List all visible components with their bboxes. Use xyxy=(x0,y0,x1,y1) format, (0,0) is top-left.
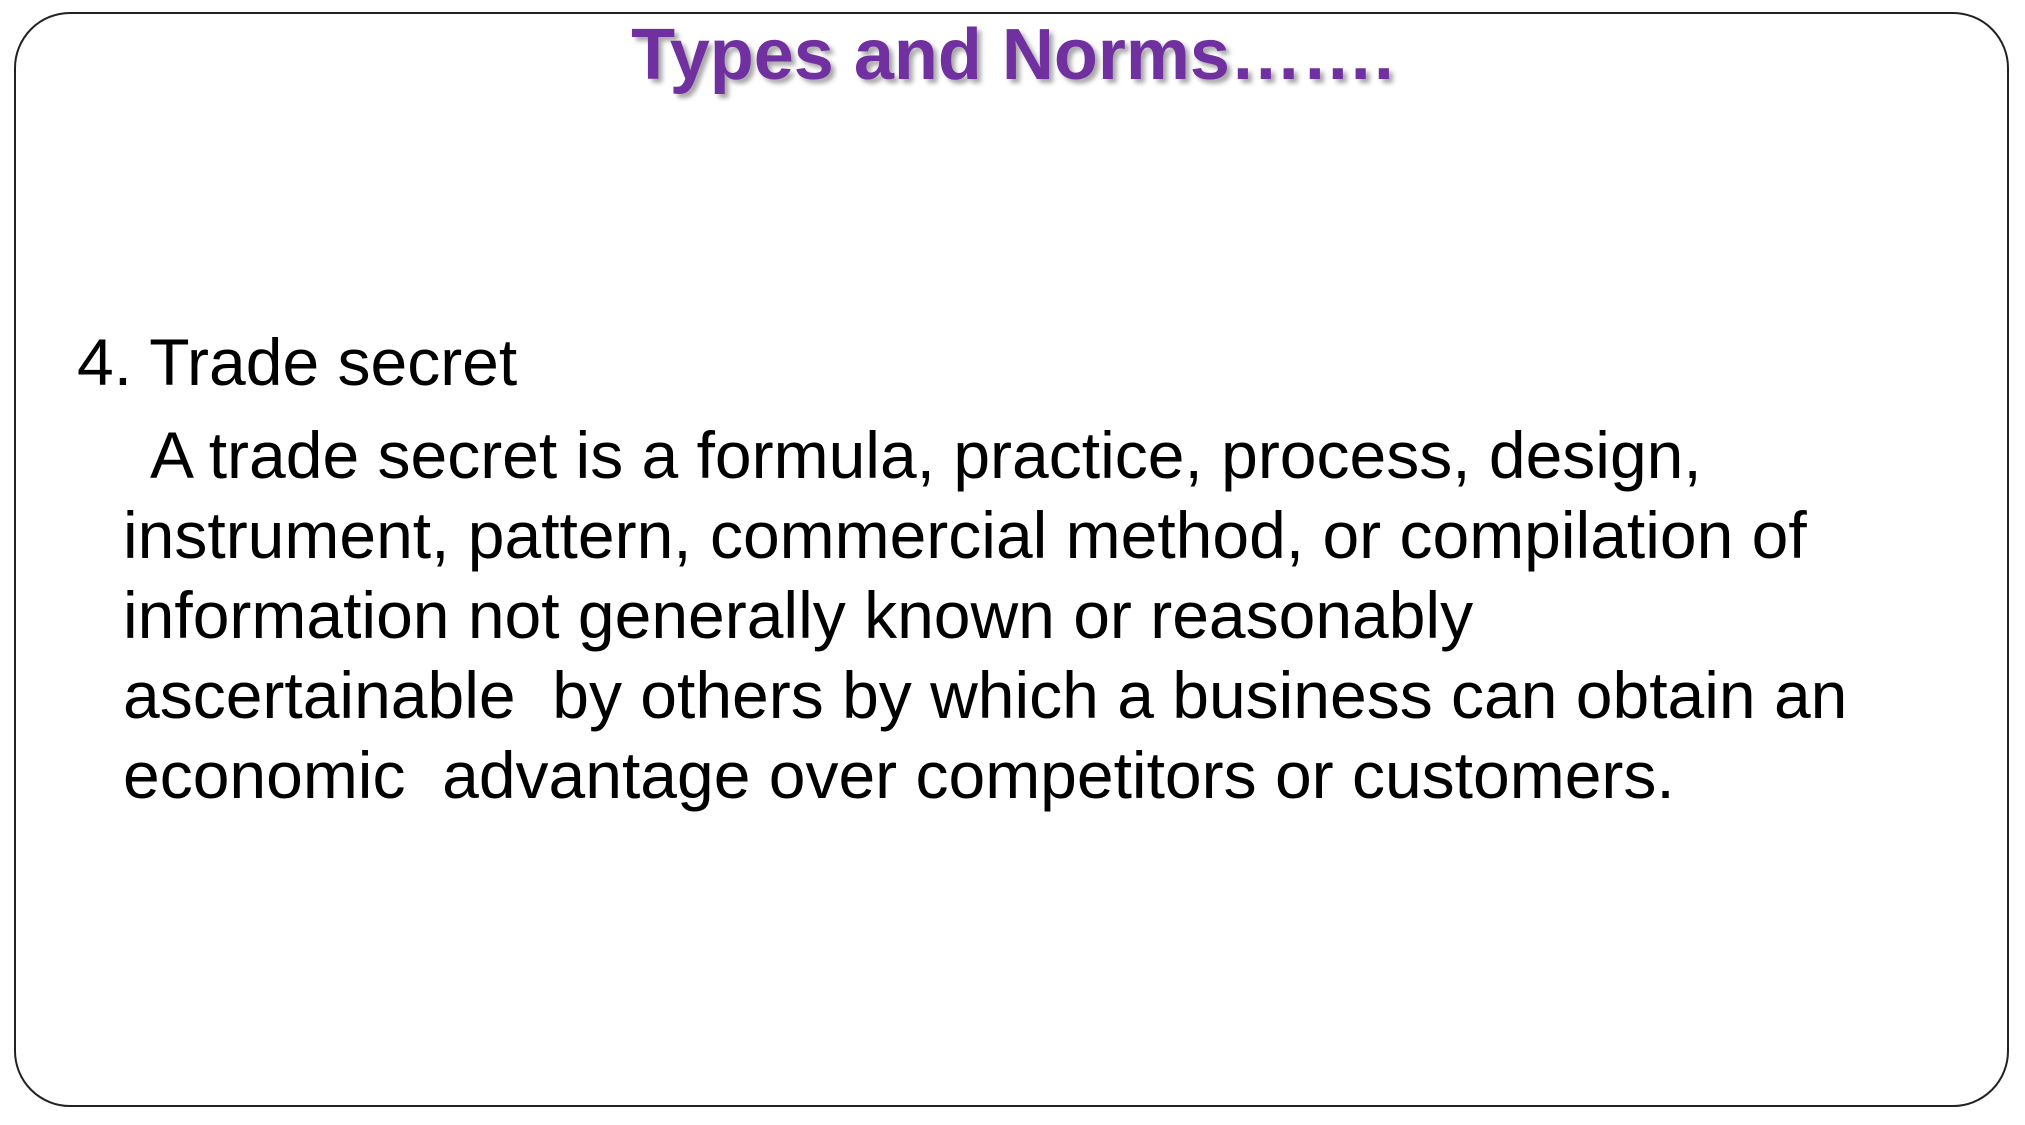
paragraph-line: ascertainable by others by which a busin… xyxy=(123,658,1848,732)
section-heading: 4. Trade secret xyxy=(77,325,518,399)
paragraph-line: instrument, pattern, commercial method, … xyxy=(123,498,1807,572)
paragraph-line: information not generally known or reaso… xyxy=(123,578,1474,652)
slide-title: Types and Norms……. xyxy=(631,15,1394,95)
paragraph-line: A trade secret is a formula, practice, p… xyxy=(150,418,1702,492)
paragraph-line: economic advantage over competitors or c… xyxy=(123,738,1675,812)
slide-frame xyxy=(14,12,2009,1107)
